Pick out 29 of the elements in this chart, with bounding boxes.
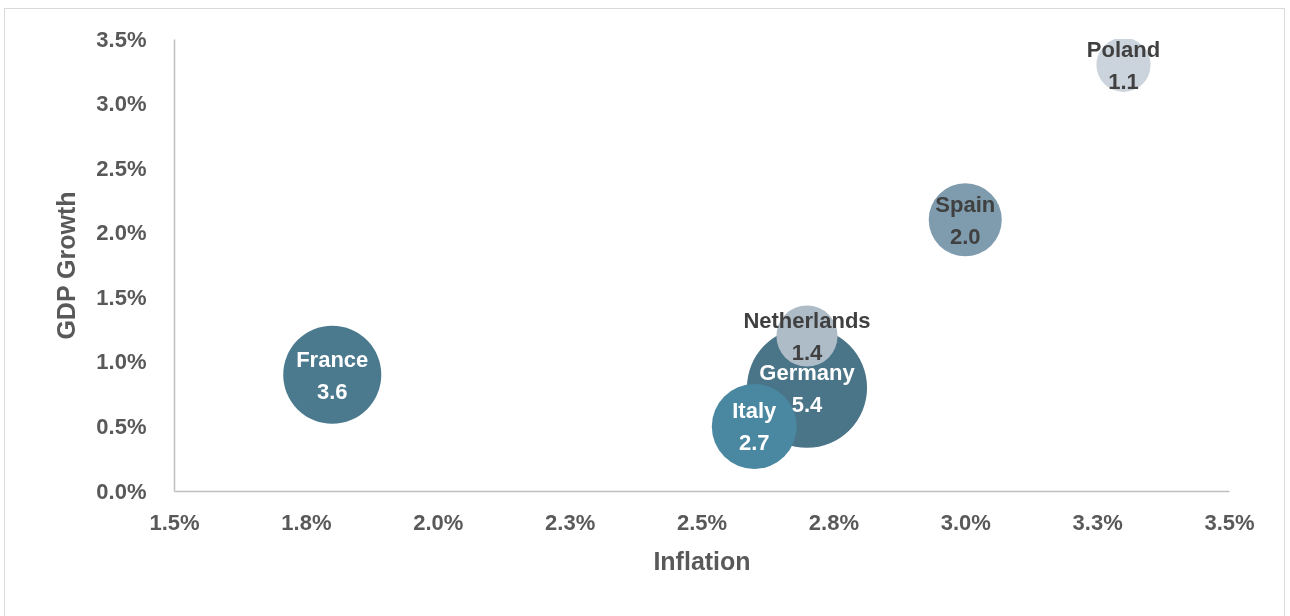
series-label: Poland (1086, 36, 1161, 62)
data-label: 1.1 (1108, 68, 1139, 94)
data-label: 5.4 (791, 391, 824, 417)
series-label: France (296, 346, 369, 372)
y-tick-label: 3.0% (96, 91, 147, 117)
x-tick-label: 1.8% (281, 509, 332, 535)
y-tick-label: 1.0% (96, 349, 147, 375)
y-tick-label: 2.5% (96, 155, 147, 181)
y-tick-label: 3.5% (96, 26, 147, 52)
x-tick-label: 2.5% (676, 509, 728, 535)
y-tick-label: 2.0% (96, 220, 147, 246)
x-tick-label: 3.0% (940, 509, 991, 535)
y-tick-label: 0.0% (96, 478, 147, 504)
y-tick-label: 1.5% (96, 284, 147, 310)
x-axis-title: Inflation (653, 546, 751, 575)
x-tick-label: 2.0% (413, 509, 464, 535)
series-label: Spain (935, 191, 996, 217)
x-tick-label: 2.8% (808, 509, 859, 535)
data-label: 2.0 (949, 223, 981, 249)
x-tick-label: 3.3% (1072, 509, 1123, 535)
series-label: Italy (732, 398, 778, 424)
x-tick-label: 3.5% (1204, 509, 1255, 535)
x-tick-label: 2.3% (545, 509, 596, 535)
data-label: 2.7 (738, 430, 770, 456)
x-tick-label: 1.5% (149, 509, 200, 535)
y-tick-label: 0.5% (96, 413, 147, 439)
series-label: Netherlands (743, 308, 871, 334)
data-label: 3.6 (316, 378, 348, 404)
y-axis-title: GDP Growth (52, 191, 81, 340)
